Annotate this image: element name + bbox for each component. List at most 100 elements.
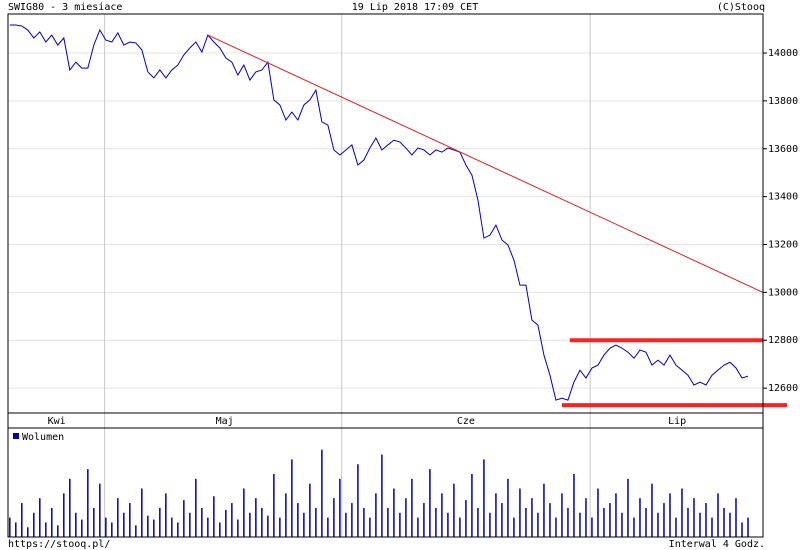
volume-bar (219, 522, 221, 537)
volume-bar (117, 498, 119, 537)
volume-bar (165, 493, 167, 537)
copyright: (C)Stooq (717, 2, 765, 13)
volume-bar (681, 488, 683, 537)
volume-bar (723, 507, 725, 537)
volume-bar (57, 525, 59, 537)
volume-bar (489, 512, 491, 537)
x-tick-label: Lip (668, 416, 686, 427)
volume-bar (633, 517, 635, 537)
volume-bar (387, 507, 389, 537)
volume-bar (153, 519, 155, 537)
volume-bar (645, 507, 647, 537)
volume-bar (237, 519, 239, 537)
volume-bar (459, 517, 461, 537)
volume-bar (609, 503, 611, 537)
volume-bar (621, 512, 623, 537)
volume-bar (261, 507, 263, 537)
y-tick-label: 12600 (768, 383, 798, 394)
volume-bar (693, 498, 695, 537)
volume-bar (75, 512, 77, 537)
volume-bar (141, 488, 143, 537)
y-tick-label: 13800 (768, 96, 798, 107)
volume-bar (363, 507, 365, 537)
volume-bar (177, 522, 179, 537)
interval: Interwal 4 Godz. (669, 539, 765, 550)
y-tick-label: 13600 (768, 144, 798, 155)
y-tick-label: 14000 (768, 48, 798, 59)
volume-bar (339, 478, 341, 537)
volume-bar (747, 517, 749, 537)
volume-bar (321, 449, 323, 537)
volume-bar (129, 503, 131, 537)
volume-bar (231, 503, 233, 537)
volume-bar (207, 517, 209, 537)
volume-bar (171, 517, 173, 537)
volume-bar (669, 493, 671, 537)
volume-bar (267, 515, 269, 537)
volume-bar (495, 493, 497, 537)
volume-bar (585, 498, 587, 537)
volume-bar (201, 507, 203, 537)
volume-bar (279, 517, 281, 537)
volume-bar (213, 496, 215, 537)
volume-bar (447, 512, 449, 537)
annotation-line (207, 34, 764, 293)
volume-bar (45, 522, 47, 537)
volume-bar (87, 469, 89, 537)
volume-bar (687, 507, 689, 537)
volume-bar (543, 483, 545, 537)
volume-bar (699, 512, 701, 537)
volume-bar (663, 503, 665, 537)
volume-bar (375, 493, 377, 537)
volume-bar (507, 478, 509, 537)
volume-bar (591, 517, 593, 537)
volume-bar (33, 512, 35, 537)
volume-bar (195, 478, 197, 537)
volume-bar (303, 512, 305, 537)
volume-bar (351, 503, 353, 537)
volume-bar (465, 500, 467, 537)
volume-bar (27, 527, 29, 537)
volume-bar (249, 512, 251, 537)
y-tick-label: 13200 (768, 239, 798, 250)
volume-bar (159, 507, 161, 537)
volume-bar (675, 517, 677, 537)
legend-label: Wolumen (22, 432, 64, 443)
volume-bar (711, 517, 713, 537)
volume-bar (291, 459, 293, 537)
volume-bar (501, 503, 503, 537)
x-tick-label: Kwi (48, 416, 66, 427)
volume-bar (555, 517, 557, 537)
volume-bar (579, 512, 581, 537)
volume-bar (285, 493, 287, 537)
volume-bar (15, 522, 17, 537)
volume-bar (357, 464, 359, 537)
volume-bar (345, 512, 347, 537)
volume-bar (243, 488, 245, 537)
volume-bar (429, 469, 431, 537)
volume-bar (93, 507, 95, 537)
volume-bar (63, 493, 65, 537)
volume-bar (657, 512, 659, 537)
volume-bar (639, 498, 641, 537)
volume-bar (99, 483, 101, 537)
volume-bar (147, 515, 149, 537)
volume-bar (417, 517, 419, 537)
volume-bar (519, 488, 521, 537)
volume-bar (453, 483, 455, 537)
chart-title: SWIG80 - 3 miesiace (8, 2, 122, 13)
volume-bar (525, 507, 527, 537)
volume-bar (21, 503, 23, 537)
legend-swatch (13, 433, 19, 439)
volume-bar (441, 493, 443, 537)
volume-bar (471, 473, 473, 537)
volume-bar (183, 500, 185, 537)
volume-bar (135, 525, 137, 537)
volume-frame (7, 427, 764, 538)
date: 19 Lip 2018 17:09 CET (352, 2, 478, 13)
volume-bar (627, 478, 629, 537)
volume-bar (531, 498, 533, 537)
volume-bar (741, 522, 743, 537)
